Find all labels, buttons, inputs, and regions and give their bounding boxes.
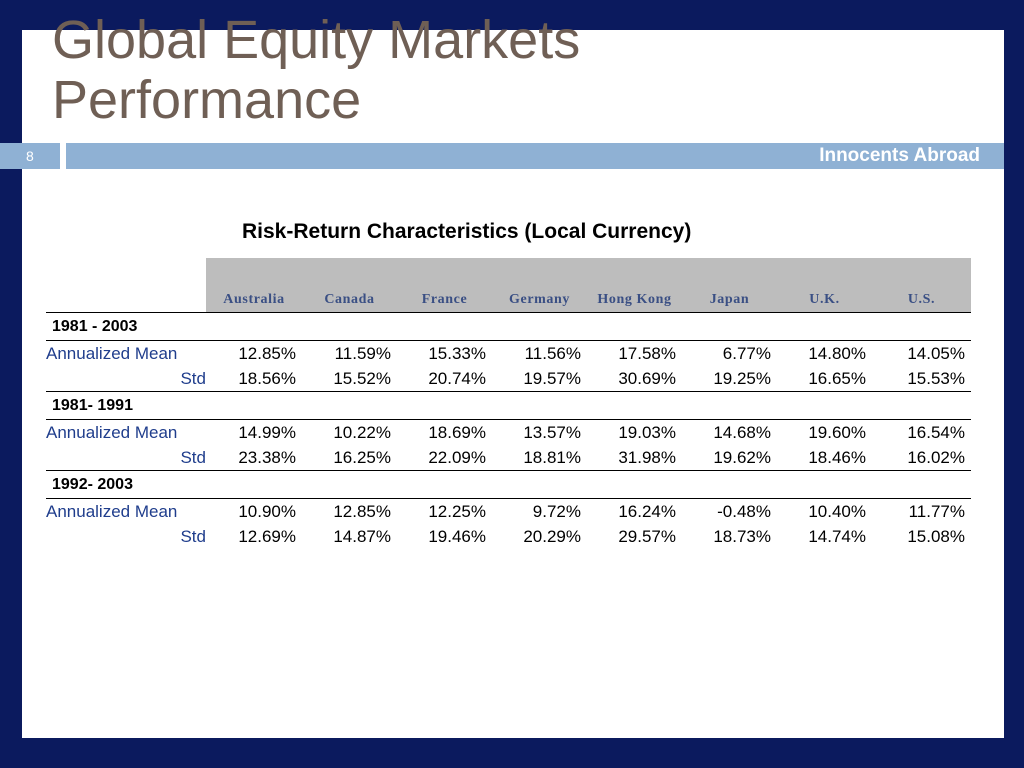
period-row: 1981 - 2003 bbox=[46, 313, 971, 341]
table-cell: 16.25% bbox=[333, 447, 391, 467]
slide-title-line1: Global Equity Markets bbox=[52, 10, 581, 70]
header-blank bbox=[46, 258, 206, 313]
table-cell: 20.29% bbox=[523, 526, 581, 546]
table-cell: 29.57% bbox=[618, 526, 676, 546]
table-cell: 12.25% bbox=[428, 501, 486, 521]
table-cell: 12.85% bbox=[238, 343, 296, 363]
row-label-mean: Annualized Mean bbox=[46, 501, 178, 521]
table-cell: 18.81% bbox=[523, 447, 581, 467]
table-cell: 12.69% bbox=[238, 526, 296, 546]
table-cell: 19.57% bbox=[523, 368, 581, 388]
column-header: U.S. bbox=[872, 258, 971, 313]
table-cell: 13.57% bbox=[523, 422, 581, 442]
table-row: Std 23.38% 16.25% 22.09% 18.81% 31.98% 1… bbox=[46, 445, 971, 471]
column-header: Germany bbox=[492, 258, 587, 313]
column-header: Canada bbox=[302, 258, 397, 313]
table-cell: 10.22% bbox=[333, 422, 391, 442]
banner-text: Innocents Abroad bbox=[819, 145, 980, 166]
period-label: 1992- 2003 bbox=[52, 475, 133, 493]
table-cell: 20.74% bbox=[428, 368, 486, 388]
table-cell: 14.05% bbox=[907, 343, 965, 363]
slide-number: 8 bbox=[0, 143, 60, 169]
table-title: Risk-Return Characteristics (Local Curre… bbox=[242, 220, 692, 243]
table-row: Std 18.56% 15.52% 20.74% 19.57% 30.69% 1… bbox=[46, 366, 971, 392]
column-header: Hong Kong bbox=[587, 258, 682, 313]
table-cell: 15.53% bbox=[907, 368, 965, 388]
column-header-row: Australia Canada France Germany Hong Kon… bbox=[46, 258, 971, 313]
table-row: Annualized Mean 14.99% 10.22% 18.69% 13.… bbox=[46, 420, 971, 446]
table-cell: 18.56% bbox=[238, 368, 296, 388]
column-header: Japan bbox=[682, 258, 777, 313]
table-cell: 23.38% bbox=[238, 447, 296, 467]
table-cell: 19.62% bbox=[713, 447, 771, 467]
table-cell: 14.74% bbox=[808, 526, 866, 546]
table-cell: 12.85% bbox=[333, 501, 391, 521]
table-cell: 16.54% bbox=[907, 422, 965, 442]
column-header: Australia bbox=[206, 258, 302, 313]
period-row: 1992- 2003 bbox=[46, 471, 971, 499]
column-header: France bbox=[397, 258, 492, 313]
section-banner: Innocents Abroad bbox=[66, 143, 1004, 169]
table-cell: 30.69% bbox=[618, 368, 676, 388]
table-cell: 19.03% bbox=[618, 422, 676, 442]
table-cell: 10.40% bbox=[808, 501, 866, 521]
table-cell: 11.56% bbox=[524, 343, 581, 363]
table-cell: 11.59% bbox=[334, 343, 391, 363]
period-label: 1981- 1991 bbox=[52, 396, 133, 414]
table-row: Annualized Mean 12.85% 11.59% 15.33% 11.… bbox=[46, 341, 971, 367]
table-cell: -0.48% bbox=[717, 501, 771, 521]
table-cell: 14.68% bbox=[713, 422, 771, 442]
table-cell: 10.90% bbox=[238, 501, 296, 521]
table-cell: 14.80% bbox=[808, 343, 866, 363]
table-cell: 19.46% bbox=[428, 526, 486, 546]
row-label-std: Std bbox=[180, 447, 206, 467]
period-row: 1981- 1991 bbox=[46, 392, 971, 420]
table-cell: 14.87% bbox=[333, 526, 391, 546]
table-cell: 19.25% bbox=[713, 368, 771, 388]
slide-title-line2: Performance bbox=[52, 70, 362, 130]
period-label: 1981 - 2003 bbox=[52, 317, 138, 335]
table-cell: 18.69% bbox=[428, 422, 486, 442]
table-cell: 22.09% bbox=[428, 447, 486, 467]
table-cell: 18.46% bbox=[808, 447, 866, 467]
table-cell: 15.33% bbox=[428, 343, 486, 363]
table-cell: 19.60% bbox=[808, 422, 866, 442]
row-label-mean: Annualized Mean bbox=[46, 422, 178, 442]
table-cell: 31.98% bbox=[618, 447, 676, 467]
table-cell: 16.02% bbox=[907, 447, 965, 467]
table-cell: 18.73% bbox=[713, 526, 771, 546]
table-cell: 15.52% bbox=[333, 368, 391, 388]
table-row: Annualized Mean 10.90% 12.85% 12.25% 9.7… bbox=[46, 499, 971, 525]
table-cell: 14.99% bbox=[238, 422, 296, 442]
table-cell: 11.77% bbox=[908, 501, 965, 521]
row-label-std: Std bbox=[180, 368, 206, 388]
slide-title: Global Equity Markets Performance bbox=[52, 10, 752, 130]
table-cell: 16.65% bbox=[808, 368, 866, 388]
risk-return-table: Australia Canada France Germany Hong Kon… bbox=[46, 258, 971, 549]
table-row: Std 12.69% 14.87% 19.46% 20.29% 29.57% 1… bbox=[46, 524, 971, 549]
table-cell: 6.77% bbox=[722, 343, 771, 363]
column-header: U.K. bbox=[777, 258, 872, 313]
table-cell: 16.24% bbox=[618, 501, 676, 521]
table-cell: 9.72% bbox=[532, 501, 581, 521]
table-cell: 17.58% bbox=[618, 343, 676, 363]
row-label-std: Std bbox=[180, 526, 206, 546]
row-label-mean: Annualized Mean bbox=[46, 343, 178, 363]
table-cell: 15.08% bbox=[907, 526, 965, 546]
